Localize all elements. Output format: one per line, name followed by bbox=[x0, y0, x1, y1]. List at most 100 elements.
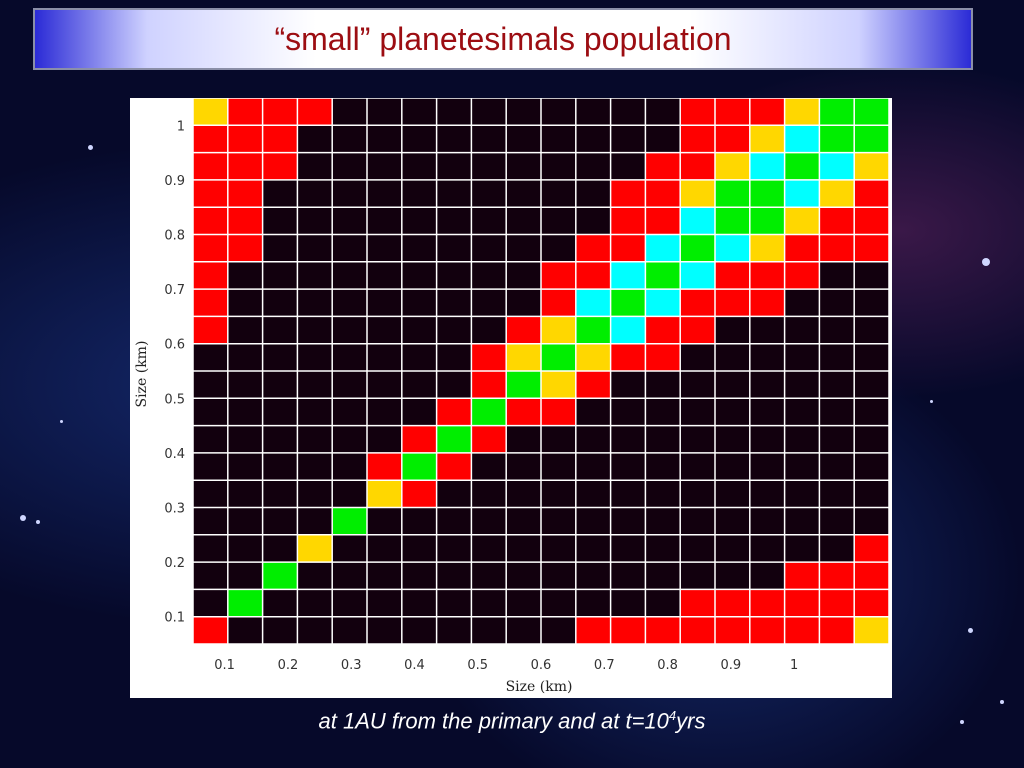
heatmap-cell bbox=[471, 152, 507, 180]
heatmap-cell bbox=[297, 480, 333, 508]
heatmap-cell bbox=[436, 152, 472, 180]
heatmap-cell bbox=[332, 452, 367, 481]
slide-title: “small” planetesimals population bbox=[274, 20, 732, 57]
heatmap-cell bbox=[575, 234, 611, 262]
heatmap-cell bbox=[332, 398, 367, 426]
heatmap-cell bbox=[506, 616, 541, 644]
heatmap-cell bbox=[506, 480, 541, 508]
heatmap-cell bbox=[749, 452, 785, 481]
heatmap-cell bbox=[575, 480, 611, 508]
heatmap-cell bbox=[749, 179, 785, 208]
heatmap-cell bbox=[645, 179, 681, 208]
star-decoration bbox=[960, 720, 964, 724]
heatmap-cell bbox=[819, 261, 855, 290]
heatmap-cell bbox=[575, 207, 611, 235]
x-axis-label: Size (km) bbox=[506, 679, 573, 695]
heatmap-cell bbox=[297, 507, 333, 535]
heatmap-cell bbox=[610, 98, 646, 126]
heatmap-cell bbox=[367, 289, 402, 317]
heatmap-cell bbox=[401, 452, 437, 481]
heatmap-cell bbox=[227, 207, 263, 235]
heatmap-cell bbox=[506, 316, 541, 344]
heatmap-cell bbox=[541, 425, 576, 453]
heatmap-cell bbox=[227, 480, 263, 508]
heatmap-cell bbox=[680, 125, 715, 153]
heatmap-cell bbox=[819, 125, 855, 153]
heatmap-cell bbox=[401, 398, 437, 426]
heatmap-cell bbox=[262, 425, 298, 453]
heatmap-cell bbox=[332, 207, 367, 235]
heatmap-cell bbox=[784, 316, 820, 344]
heatmap-cell bbox=[645, 316, 681, 344]
heatmap-cell bbox=[541, 316, 576, 344]
heatmap-cell bbox=[193, 207, 228, 235]
heatmap-cell bbox=[610, 425, 646, 453]
heatmap-cell bbox=[227, 152, 263, 180]
heatmap-cell bbox=[367, 125, 402, 153]
heatmap-cell bbox=[854, 425, 889, 453]
heatmap-cell bbox=[193, 452, 228, 481]
heatmap-cell bbox=[819, 371, 855, 399]
heatmap-cell bbox=[227, 452, 263, 481]
heatmap-cell bbox=[541, 589, 576, 617]
heatmap-cell bbox=[401, 125, 437, 153]
heatmap-cell bbox=[749, 589, 785, 617]
heatmap-cell bbox=[541, 98, 576, 126]
heatmap-cell bbox=[471, 98, 507, 126]
star-decoration bbox=[20, 515, 26, 521]
heatmap-cell bbox=[749, 507, 785, 535]
heatmap-cell bbox=[227, 261, 263, 290]
star-decoration bbox=[1000, 700, 1004, 704]
heatmap-cell bbox=[645, 289, 681, 317]
heatmap-cell bbox=[645, 562, 681, 590]
heatmap-cell bbox=[297, 343, 333, 371]
heatmap-cell bbox=[506, 207, 541, 235]
heatmap-cell bbox=[645, 452, 681, 481]
heatmap-cell bbox=[715, 343, 750, 371]
heatmap-cell bbox=[367, 207, 402, 235]
heatmap-cell bbox=[854, 234, 889, 262]
heatmap-cell bbox=[506, 562, 541, 590]
heatmap-cell bbox=[645, 125, 681, 153]
heatmap-cell bbox=[436, 534, 472, 563]
heatmap-cell bbox=[784, 125, 820, 153]
heatmap-cell bbox=[367, 316, 402, 344]
heatmap-cell bbox=[471, 534, 507, 563]
heatmap-cell bbox=[749, 316, 785, 344]
heatmap-cell bbox=[749, 98, 785, 126]
heatmap-cell bbox=[401, 371, 437, 399]
heatmap-cell bbox=[297, 125, 333, 153]
heatmap-cell bbox=[436, 480, 472, 508]
heatmap-cell bbox=[784, 589, 820, 617]
heatmap-cell bbox=[854, 589, 889, 617]
heatmap-cell bbox=[506, 534, 541, 563]
x-tick-label: 0.1 bbox=[214, 658, 235, 673]
caption-main: at 1AU from the primary and at t=10 bbox=[318, 708, 669, 734]
heatmap-cell bbox=[506, 343, 541, 371]
heatmap-cell bbox=[541, 125, 576, 153]
heatmap-cell bbox=[193, 371, 228, 399]
heatmap-cell bbox=[819, 398, 855, 426]
heatmap-cell bbox=[819, 152, 855, 180]
heatmap-cell bbox=[610, 207, 646, 235]
heatmap-cell bbox=[471, 398, 507, 426]
heatmap-cell bbox=[436, 371, 472, 399]
heatmap-cell bbox=[262, 98, 298, 126]
heatmap-cell bbox=[401, 343, 437, 371]
heatmap-cell bbox=[680, 152, 715, 180]
x-tick-label: 0.3 bbox=[341, 658, 362, 673]
heatmap-cell bbox=[784, 343, 820, 371]
heatmap-cell bbox=[575, 371, 611, 399]
heatmap-cell bbox=[784, 507, 820, 535]
heatmap-cell bbox=[227, 589, 263, 617]
heatmap-cell bbox=[471, 316, 507, 344]
heatmap-cell bbox=[854, 534, 889, 563]
heatmap-cell bbox=[297, 562, 333, 590]
heatmap-cell bbox=[645, 234, 681, 262]
heatmap-cell bbox=[541, 234, 576, 262]
heatmap-cell bbox=[784, 152, 820, 180]
heatmap-cell bbox=[367, 371, 402, 399]
heatmap-cell bbox=[227, 179, 263, 208]
heatmap-cell bbox=[575, 261, 611, 290]
heatmap-cell bbox=[575, 98, 611, 126]
